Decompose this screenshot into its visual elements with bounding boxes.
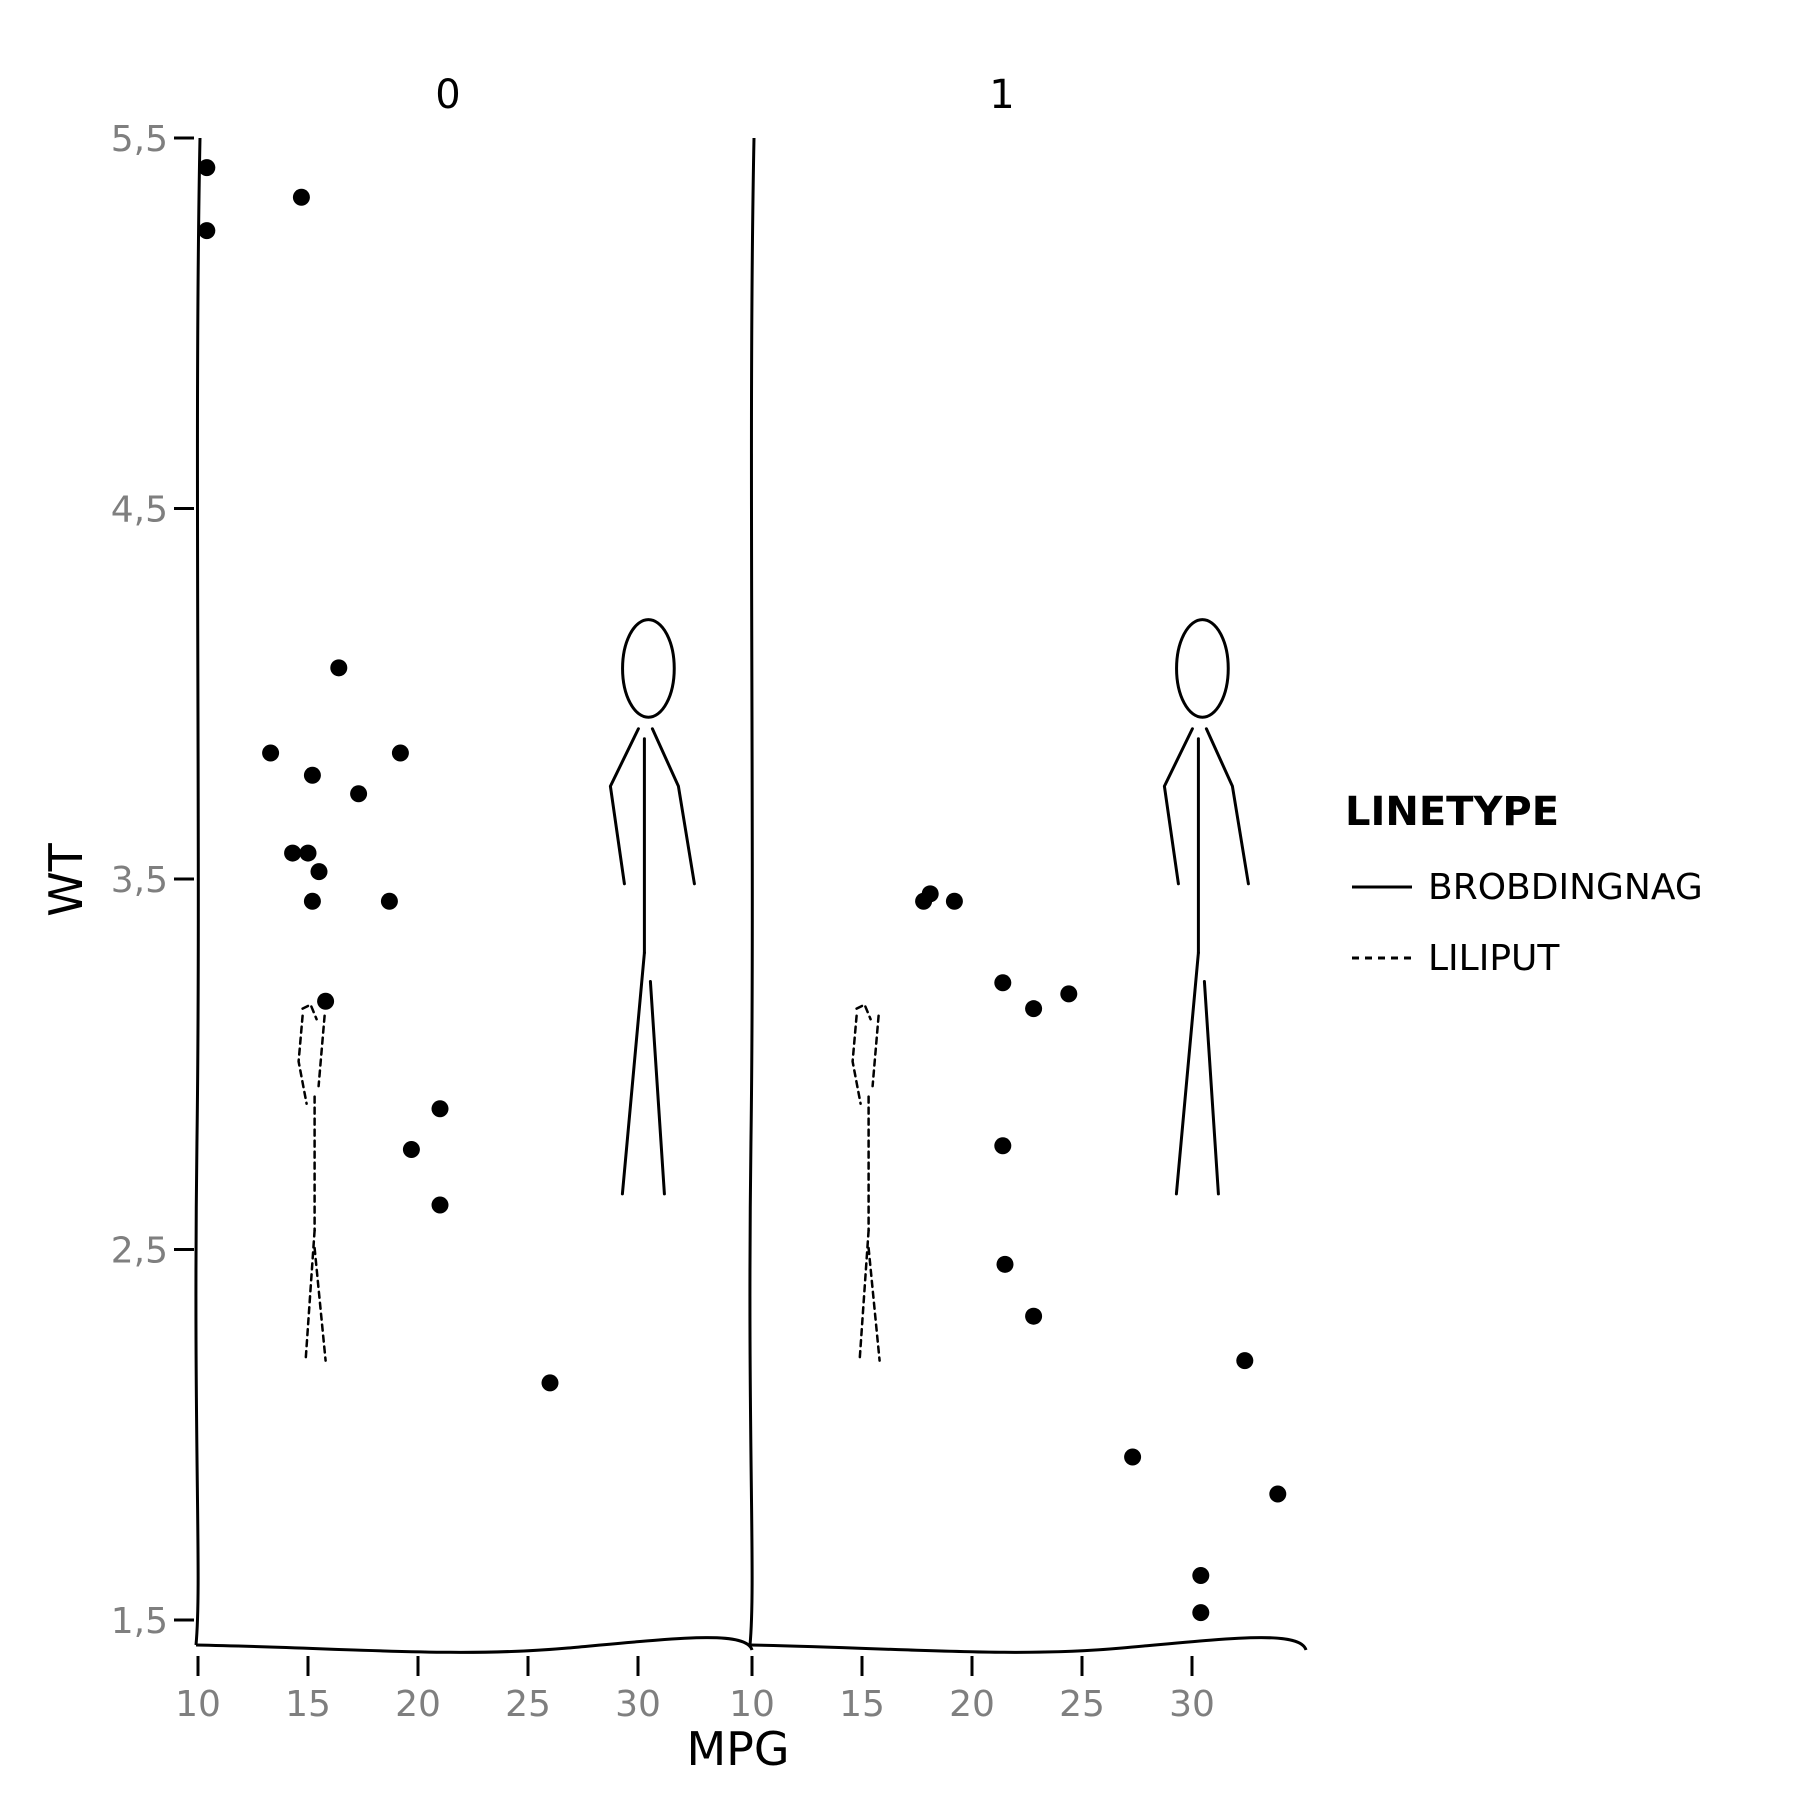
data-point bbox=[402, 1140, 420, 1158]
data-point bbox=[1269, 1485, 1287, 1503]
data-point bbox=[1192, 1567, 1210, 1585]
data-point bbox=[380, 892, 398, 910]
brobdingnag-figure-right-leg bbox=[1202, 979, 1220, 1196]
data-point bbox=[1124, 1448, 1142, 1466]
data-point bbox=[299, 844, 317, 862]
liliput-figure-left-arm bbox=[851, 1014, 862, 1105]
facet-title: 1 bbox=[989, 72, 1014, 118]
data-point bbox=[994, 974, 1012, 992]
data-point bbox=[1236, 1352, 1254, 1370]
y-tick-label: 4,5 bbox=[111, 490, 168, 531]
legend: LINETYPE BROBDINGNAG LILIPUT bbox=[1345, 789, 1703, 979]
x-tick-label: 30 bbox=[1169, 1684, 1215, 1725]
facets: 0 1,5 2,5 3,5 4,5 5,5 10 15 20 25 30 1 10 15 20 25 30 bbox=[111, 72, 1308, 1725]
x-tick-label: 25 bbox=[505, 1684, 551, 1725]
data-point bbox=[1060, 985, 1078, 1003]
liliput-figure-left-leg bbox=[858, 1229, 870, 1362]
data-point bbox=[1192, 1604, 1210, 1622]
x-tick-label: 20 bbox=[949, 1684, 995, 1725]
legend-label-liliput: LILIPUT bbox=[1428, 938, 1560, 979]
liliput-figure-hands bbox=[301, 1002, 318, 1021]
y-tick-label: 5,5 bbox=[111, 119, 168, 160]
legend-title: LINETYPE bbox=[1345, 789, 1559, 835]
brobdingnag-figure-head bbox=[1175, 618, 1230, 719]
brobdingnag-figure-head bbox=[621, 618, 676, 719]
x-axis-line bbox=[749, 1636, 1308, 1654]
legend-label-brobdingnag: BROBDINGNAG bbox=[1428, 867, 1703, 908]
x-tick-label: 20 bbox=[395, 1684, 441, 1725]
data-point bbox=[262, 744, 280, 762]
brobdingnag-figure-left-arm bbox=[608, 727, 640, 886]
y-axis-title: WT bbox=[39, 842, 93, 916]
y-axis-line bbox=[748, 137, 756, 1646]
data-point bbox=[310, 863, 328, 881]
liliput-figure-right-leg bbox=[867, 1246, 881, 1362]
liliput-figure-left-leg bbox=[304, 1229, 316, 1362]
brobdingnag-figure-left-leg bbox=[620, 951, 646, 1196]
x-axis-line bbox=[195, 1636, 754, 1654]
data-point bbox=[541, 1374, 559, 1392]
y-tick-label: 2,5 bbox=[111, 1231, 168, 1272]
brobdingnag-figure bbox=[1162, 618, 1250, 1196]
data-point bbox=[284, 844, 302, 862]
liliput-figure-right-arm bbox=[871, 1014, 880, 1088]
data-point bbox=[1025, 1000, 1043, 1018]
data-point bbox=[330, 659, 348, 677]
x-tick-label: 10 bbox=[175, 1684, 221, 1725]
brobdingnag-figure-right-arm bbox=[1204, 727, 1250, 886]
liliput-figure bbox=[297, 1002, 327, 1362]
liliput-figure-left-arm bbox=[297, 1014, 308, 1105]
x-tick-label: 15 bbox=[285, 1684, 331, 1725]
data-point bbox=[1025, 1307, 1043, 1325]
liliput-figure-hands bbox=[855, 1002, 872, 1021]
x-tick-label: 30 bbox=[615, 1684, 661, 1725]
data-point bbox=[431, 1100, 449, 1118]
facet-0: 0 1,5 2,5 3,5 4,5 5,5 10 15 20 25 30 bbox=[111, 72, 754, 1725]
data-point bbox=[921, 885, 939, 903]
data-point bbox=[303, 892, 321, 910]
brobdingnag-figure bbox=[608, 618, 696, 1196]
facet-title: 0 bbox=[435, 72, 460, 118]
data-point bbox=[945, 892, 963, 910]
liliput-figure bbox=[851, 1002, 881, 1362]
data-point bbox=[431, 1196, 449, 1214]
brobdingnag-figure-right-arm bbox=[650, 727, 696, 886]
facet-1: 1 10 15 20 25 30 bbox=[729, 72, 1308, 1725]
brobdingnag-figure-left-leg bbox=[1174, 951, 1200, 1196]
data-point bbox=[303, 766, 321, 784]
data-point bbox=[391, 744, 409, 762]
data-point bbox=[292, 188, 310, 206]
x-axis-title: MPG bbox=[686, 1722, 789, 1776]
data-point bbox=[350, 785, 368, 803]
brobdingnag-figure-right-leg bbox=[648, 979, 666, 1196]
liliput-figure-right-arm bbox=[317, 1014, 326, 1088]
data-point bbox=[996, 1255, 1014, 1273]
y-axis-line bbox=[194, 137, 202, 1646]
brobdingnag-figure-left-arm bbox=[1162, 727, 1194, 886]
data-point bbox=[198, 159, 216, 177]
y-tick-label: 3,5 bbox=[111, 860, 168, 901]
data-point bbox=[994, 1137, 1012, 1155]
liliput-figure-right-leg bbox=[313, 1246, 327, 1362]
x-tick-label: 15 bbox=[839, 1684, 885, 1725]
y-tick-label: 1,5 bbox=[111, 1601, 168, 1642]
x-tick-label: 10 bbox=[729, 1684, 775, 1725]
data-point bbox=[198, 222, 216, 240]
data-point bbox=[317, 992, 335, 1010]
x-tick-label: 25 bbox=[1059, 1684, 1105, 1725]
